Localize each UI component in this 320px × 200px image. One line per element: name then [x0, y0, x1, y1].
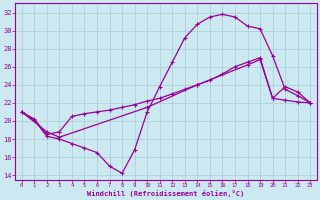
X-axis label: Windchill (Refroidissement éolien,°C): Windchill (Refroidissement éolien,°C): [87, 190, 244, 197]
